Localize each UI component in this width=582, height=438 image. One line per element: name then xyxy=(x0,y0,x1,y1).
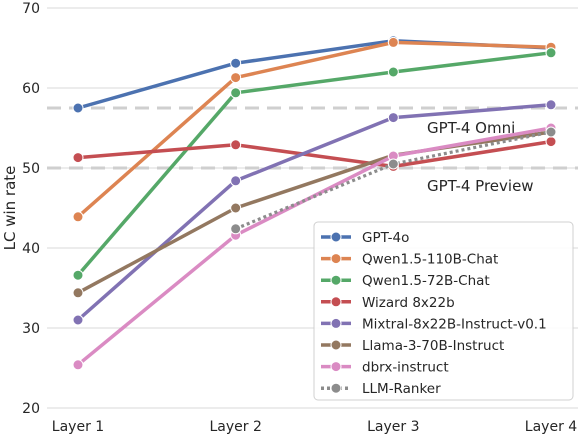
data-point xyxy=(72,152,84,164)
x-tick-label: Layer 4 xyxy=(525,419,577,435)
y-tick-label: 40 xyxy=(22,241,40,257)
legend-swatch-marker xyxy=(330,253,342,265)
series-line xyxy=(76,40,553,219)
series-line xyxy=(76,51,553,277)
reference-line-label: GPT-4 Omni xyxy=(427,119,515,137)
legend-entry: Llama-3-70B-Instruct xyxy=(362,338,504,354)
data-point xyxy=(387,66,399,78)
legend-entry: Qwen1.5-72B-Chat xyxy=(362,273,490,289)
data-point xyxy=(545,99,557,111)
legend: GPT-4o Qwen1.5-110B-Chat Qwen1.5-72B-Chat W… xyxy=(313,221,574,401)
legend-box xyxy=(313,221,574,401)
data-point xyxy=(72,359,84,371)
data-point xyxy=(72,211,84,223)
legend-entry: dbrx-instruct xyxy=(362,360,449,376)
legend-entry: Wizard 8x22b xyxy=(362,295,455,311)
legend-swatch-marker xyxy=(330,339,342,351)
series-group xyxy=(230,126,557,235)
series-line xyxy=(76,139,553,169)
series-group xyxy=(72,36,557,223)
y-tick-label: 30 xyxy=(22,321,40,337)
legend-entry: LLM-Ranker xyxy=(362,381,441,397)
series-line xyxy=(76,39,553,110)
legend-entry: GPT-4o xyxy=(362,230,409,246)
legend-swatch-marker xyxy=(330,296,342,308)
data-point xyxy=(230,139,242,151)
legend-entry: Qwen1.5-110B-Chat xyxy=(362,252,498,268)
y-tick-label: 60 xyxy=(22,81,40,97)
data-point xyxy=(72,269,84,281)
legend-entry: Mixtral-8x22B-Instruct-v0.1 xyxy=(362,316,547,332)
x-tick-label: Layer 1 xyxy=(52,419,104,435)
data-point xyxy=(72,102,84,114)
legend-swatch-marker xyxy=(330,317,342,329)
data-point xyxy=(230,202,242,214)
data-point xyxy=(230,223,242,235)
x-tick-label: Layer 3 xyxy=(367,419,419,435)
legend-swatch-marker xyxy=(330,361,342,373)
reference-line-label: GPT-4 Preview xyxy=(427,177,534,195)
data-point xyxy=(72,287,84,299)
data-point xyxy=(387,112,399,124)
data-point xyxy=(545,47,557,59)
data-point xyxy=(387,158,399,170)
y-tick-label: 50 xyxy=(22,161,40,177)
data-point xyxy=(545,126,557,138)
data-point xyxy=(230,72,242,84)
series xyxy=(72,35,557,371)
legend-swatch-marker xyxy=(330,274,342,286)
data-point xyxy=(230,57,242,69)
series-group xyxy=(72,35,557,114)
y-axis-label: LC win rate xyxy=(1,166,19,251)
y-tick-label: 70 xyxy=(22,1,40,17)
y-tick-label: 20 xyxy=(22,401,40,417)
data-point xyxy=(387,36,399,48)
legend-swatch-marker xyxy=(330,382,342,394)
data-point xyxy=(230,175,242,187)
x-tick-label: Layer 2 xyxy=(209,419,261,435)
series-group xyxy=(72,47,557,281)
data-point xyxy=(545,136,557,148)
data-point xyxy=(72,314,84,326)
data-point xyxy=(230,87,242,99)
legend-swatch-marker xyxy=(330,231,342,243)
